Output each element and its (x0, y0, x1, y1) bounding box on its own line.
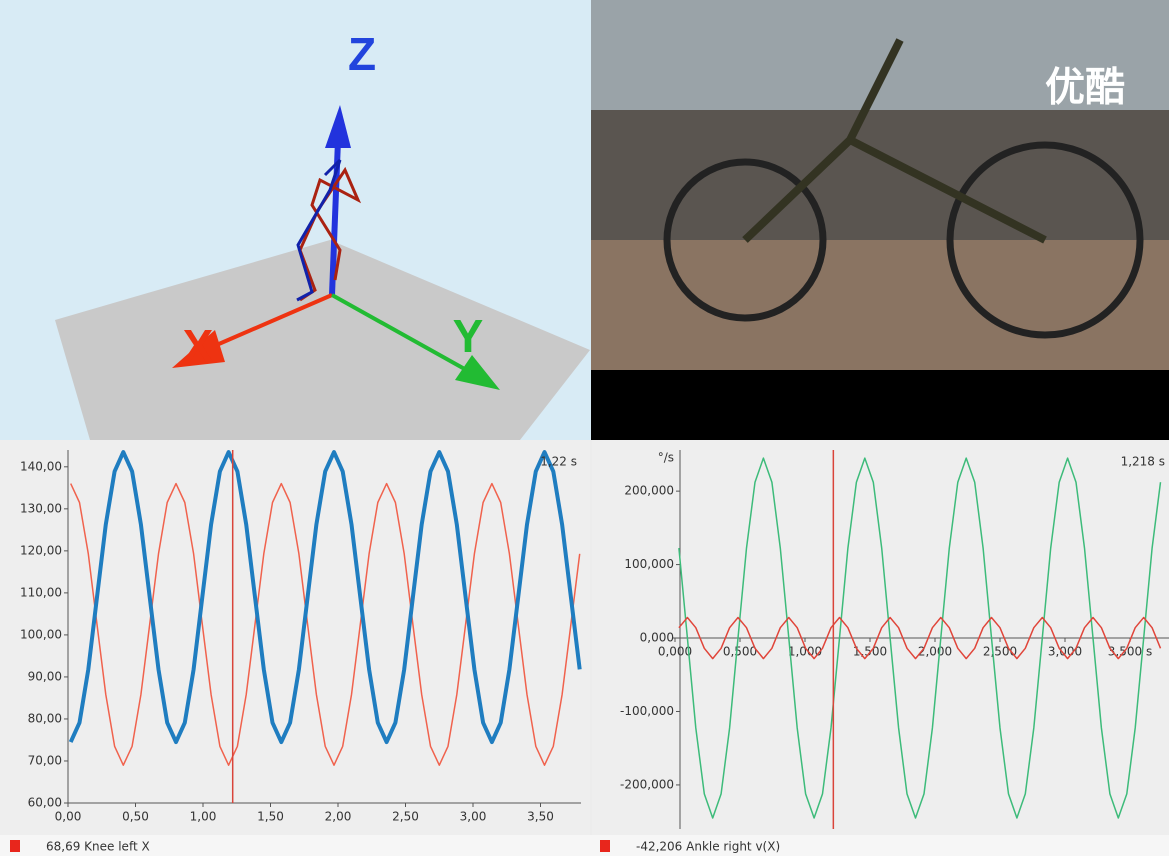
screen: Z X Y 优酷 60,00 70,00 80,00 90,00 100,00 110,0… (0, 0, 1169, 856)
y-tick-label: 80,00 (28, 711, 62, 725)
video-bar (591, 370, 1169, 440)
x-label: X (183, 320, 214, 372)
chart-panel (592, 440, 1169, 835)
y-label: Y (453, 310, 484, 362)
y-tick-label: 110,00 (20, 585, 62, 599)
x-tick-label: 0,00 (55, 810, 82, 824)
x-tick-label: 0,000 (658, 645, 692, 659)
z-label: Z (348, 28, 376, 80)
x-tick-label: 3,500 s (1108, 645, 1152, 659)
x-tick-label: 3,50 (527, 810, 554, 824)
chart-panel (0, 440, 590, 835)
x-tick-label: 0,500 (723, 645, 757, 659)
status-text: -42,206 Ankle right v(X) (636, 840, 780, 854)
y-tick-label: -200,000 (620, 777, 674, 791)
x-tick-label: 1,00 (190, 810, 217, 824)
y-tick-label: 0,000 (640, 631, 674, 645)
y-tick-label: -100,000 (620, 704, 674, 718)
y-tick-label: 100,000 (624, 557, 674, 571)
y-tick-label: 100,00 (20, 627, 62, 641)
y-tick-label: 120,00 (20, 543, 62, 557)
y-unit: °/s (658, 451, 674, 465)
y-tick-label: 60,00 (28, 796, 62, 810)
x-tick-label: 2,00 (325, 810, 352, 824)
video-floor (591, 240, 1169, 370)
x-tick-label: 2,50 (392, 810, 419, 824)
cursor-label: 1,22 s (540, 455, 577, 469)
watermark: 优酷 (1045, 66, 1125, 110)
y-tick-label: 130,00 (20, 501, 62, 515)
status-text: 68,69 Knee left X (46, 840, 150, 854)
cursor-label: 1,218 s (1121, 455, 1165, 469)
status-swatch (10, 840, 20, 852)
y-tick-label: 70,00 (28, 753, 62, 767)
x-tick-label: 0,50 (122, 810, 149, 824)
status-bar (0, 835, 1169, 856)
y-tick-label: 200,000 (624, 484, 674, 498)
x-tick-label: 1,50 (257, 810, 284, 824)
x-tick-label: 3,00 (460, 810, 487, 824)
y-tick-label: 90,00 (28, 669, 62, 683)
x-tick-label: 2,000 (918, 645, 952, 659)
y-tick-label: 140,00 (20, 459, 62, 473)
status-swatch (600, 840, 610, 852)
